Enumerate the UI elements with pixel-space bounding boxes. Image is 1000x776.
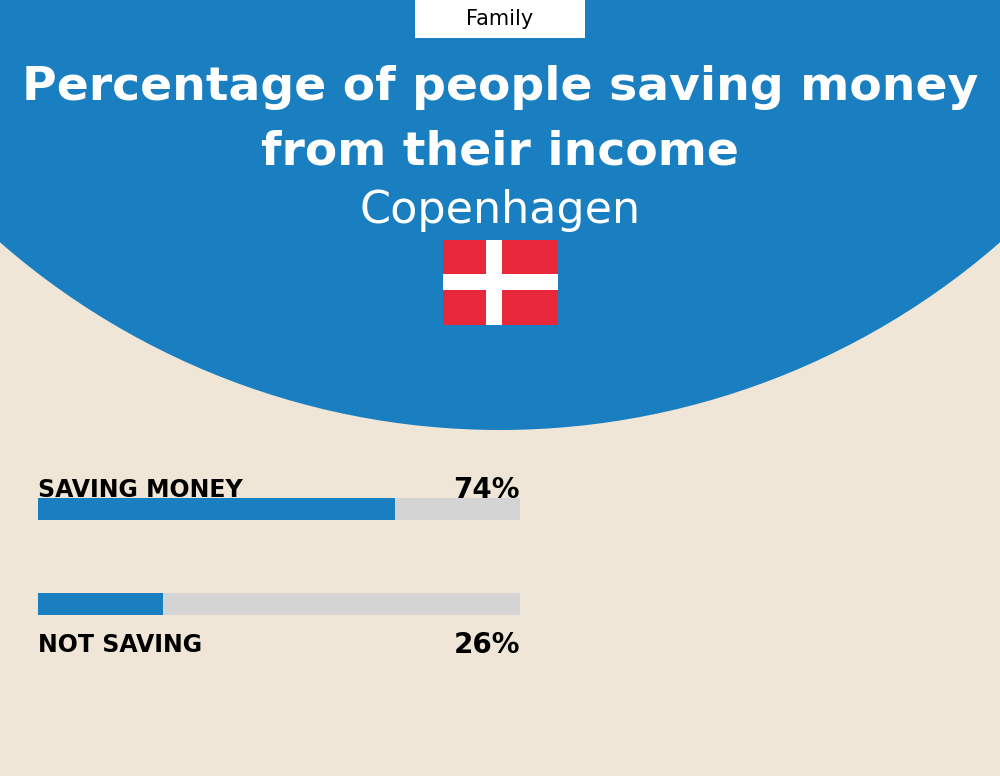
Bar [486, 240, 502, 324]
Text: from their income: from their income [261, 130, 739, 175]
FancyBboxPatch shape [415, 0, 585, 38]
Text: Copenhagen: Copenhagen [359, 189, 641, 231]
Text: SAVING MONEY: SAVING MONEY [38, 478, 243, 502]
Bar [38, 593, 163, 615]
Bar [442, 240, 558, 324]
Text: NOT SAVING: NOT SAVING [38, 633, 202, 657]
Text: Percentage of people saving money: Percentage of people saving money [22, 65, 978, 110]
Bar [442, 275, 558, 289]
Bar [38, 498, 395, 520]
Text: 74%: 74% [454, 476, 520, 504]
Text: 26%: 26% [454, 631, 520, 659]
Circle shape [0, 0, 1000, 430]
Text: Family: Family [466, 9, 534, 29]
Bar [38, 498, 520, 520]
Bar [38, 593, 520, 615]
